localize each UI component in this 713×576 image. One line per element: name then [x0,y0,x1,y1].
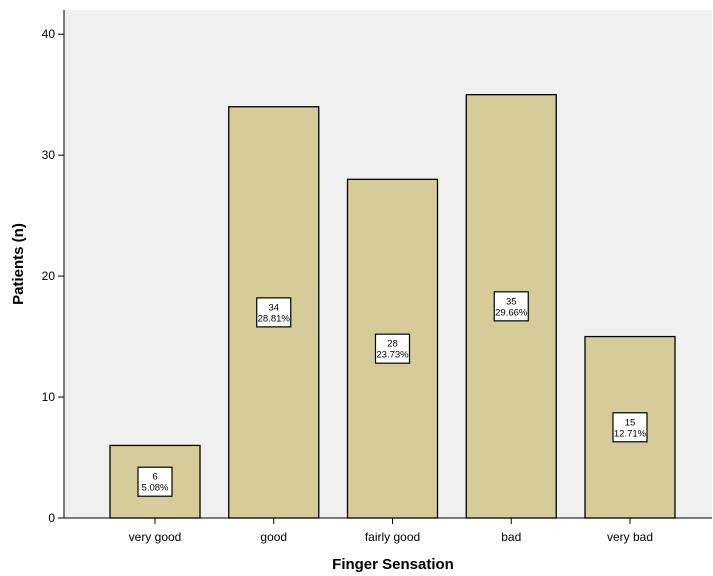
data-label-percent: 28.81% [258,313,291,324]
data-label-box [374,333,411,364]
x-tick-label: fairly good [365,530,420,544]
data-label-box [612,412,648,443]
y-axis-title: Patients (n) [10,223,27,305]
x-axis: very good good fairly good bad very bad [64,517,712,544]
x-tick-label: very bad [607,530,653,544]
data-label-count: 15 [625,417,636,428]
x-tick-label: very good [129,530,182,544]
y-tick-label: 30 [42,148,56,162]
data-label-percent: 12.71% [614,428,647,439]
x-axis-title: Finger Sensation [332,556,454,573]
data-label-box [493,291,529,322]
data-label-percent: 5.08% [142,483,169,494]
bars [109,94,676,519]
data-label-count: 34 [268,302,279,313]
x-tick-label: good [260,530,287,544]
data-label-count: 28 [387,339,398,350]
data-label-box [137,466,173,497]
x-tick-label: bad [501,530,521,544]
y-tick-label: 20 [42,269,56,283]
data-label-count: 35 [506,296,517,307]
data-label-percent: 23.73% [376,350,409,361]
data-label-box [256,297,292,328]
y-tick-label: 0 [48,511,55,525]
y-tick-label: 10 [42,390,56,404]
bar-data-label: 65.08% [137,466,173,497]
data-label-percent: 29.66% [495,307,528,318]
y-tick-label: 40 [42,27,56,41]
data-label-count: 6 [152,472,157,483]
y-axis: 0 10 20 30 40 [42,10,65,525]
